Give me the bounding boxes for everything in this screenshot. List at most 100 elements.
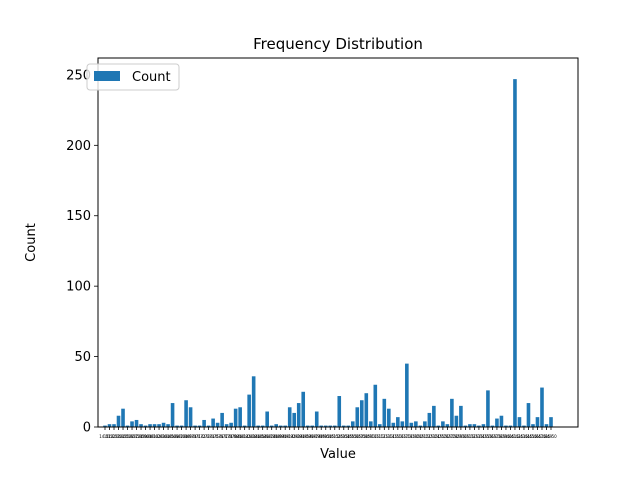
x-tick-label: 14.94	[293, 434, 305, 439]
bar-15.18	[405, 363, 409, 427]
bar-15.34	[477, 425, 481, 427]
x-tick-label: 15.13	[379, 434, 391, 439]
x-tick-label: 15.43	[514, 434, 526, 439]
x-tick-label: 15.24	[428, 434, 440, 439]
x-tick-label: 15.30	[455, 434, 467, 439]
x-tick-label: 15.11	[370, 434, 382, 439]
bar-14.80	[233, 408, 238, 427]
bar-15.33	[472, 424, 477, 427]
x-tick-label: 14.89	[270, 434, 282, 439]
bar-14.52	[107, 424, 112, 427]
bar-14.94	[296, 403, 301, 427]
bar-14.69	[184, 400, 188, 427]
x-tick-label: 14.53	[108, 434, 120, 439]
x-tick-label: 14.81	[234, 434, 246, 439]
bar-15.06	[350, 421, 355, 427]
x-tick-label: 14.77	[216, 434, 228, 439]
bar-15.11	[373, 384, 378, 427]
bar-15.09	[364, 393, 369, 427]
bar-14.92	[287, 407, 292, 427]
bar-15.47	[535, 417, 540, 427]
x-tick-label: 14.90	[275, 434, 287, 439]
bar-14.61	[148, 424, 152, 427]
x-tick-label: 14.52	[104, 434, 116, 439]
x-tick-label: 15.50	[545, 434, 557, 439]
x-tick-label: 15.32	[464, 434, 476, 439]
bar-15.41	[508, 425, 513, 427]
x-tick-label: 14.93	[288, 434, 300, 439]
bar-15.00	[323, 425, 328, 427]
x-tick-label: 15.37	[487, 434, 499, 439]
bar-14.53	[112, 424, 116, 427]
bar-14.72	[197, 425, 202, 427]
x-tick-label: 15.10	[365, 434, 377, 439]
x-tick-label: 14.54	[113, 434, 125, 439]
bar-15.25	[436, 425, 441, 427]
bar-15.29	[454, 415, 459, 427]
bar-14.51	[103, 425, 107, 427]
bar-14.75	[211, 418, 215, 427]
bar-14.77	[220, 412, 224, 427]
x-tick-label: 14.59	[135, 434, 147, 439]
bar-15.37	[490, 425, 495, 427]
x-tick-label: 15.14	[383, 434, 395, 439]
y-tick-label: 150	[66, 209, 91, 224]
bar-15.14	[387, 408, 391, 427]
x-tick-label: 14.69	[180, 434, 192, 439]
bar-15.28	[450, 398, 454, 427]
bar-14.67	[175, 425, 179, 427]
y-tick-label: 200	[66, 139, 91, 154]
x-tick-label: 15.35	[478, 434, 490, 439]
x-tick-label: 15.47	[532, 434, 544, 439]
x-tick-label: 14.91	[279, 434, 291, 439]
x-tick-label: 15.01	[325, 434, 337, 439]
x-tick-label: 15.08	[356, 434, 368, 439]
chart-title: Frequency Distribution	[253, 35, 423, 53]
bar-14.66	[170, 403, 175, 427]
bar-14.59	[139, 424, 143, 427]
x-tick-label: 14.72	[194, 434, 206, 439]
x-tick-label: 15.38	[491, 434, 503, 439]
bar-15.13	[382, 398, 387, 427]
bar-15.08	[359, 400, 364, 427]
bar-15.10	[369, 421, 373, 427]
bar-15.44	[522, 425, 526, 427]
bar-15.19	[409, 422, 414, 427]
x-tick-label: 14.71	[189, 434, 201, 439]
x-tick-label: 14.58	[131, 434, 143, 439]
x-tick-label: 15.17	[397, 434, 409, 439]
bar-15.17	[400, 421, 405, 427]
x-tick-label: 14.56	[122, 434, 134, 439]
bar-15.42	[513, 79, 517, 427]
x-tick-label: 14.85	[252, 434, 264, 439]
bar-15.01	[328, 425, 333, 427]
x-tick-label: 14.64	[158, 434, 170, 439]
bar-15.36	[486, 390, 490, 427]
x-tick-label: 15.00	[320, 434, 332, 439]
bar-15.04	[341, 425, 346, 427]
x-tick-label: 14.75	[207, 434, 219, 439]
x-tick-label: 15.25	[433, 434, 445, 439]
x-tick-label: 15.45	[523, 434, 535, 439]
bar-14.76	[215, 422, 220, 427]
x-tick-label: 14.78	[221, 434, 233, 439]
bar-14.60	[143, 425, 148, 427]
bar-15.24	[432, 405, 436, 427]
bar-14.54	[116, 415, 121, 427]
x-tick-label: 14.95	[297, 434, 309, 439]
bar-14.63	[157, 424, 161, 427]
legend-swatch-count	[94, 71, 120, 81]
y-tick-label: 50	[74, 350, 91, 365]
bar-15.07	[355, 407, 360, 427]
bar-14.97	[310, 425, 315, 427]
x-tick-label: 15.48	[536, 434, 548, 439]
x-tick-label: 14.63	[153, 434, 165, 439]
x-tick-label: 15.44	[518, 434, 530, 439]
bars-group	[103, 79, 553, 427]
x-tick-label: 14.61	[144, 434, 156, 439]
bar-15.48	[540, 387, 544, 427]
bar-14.95	[301, 391, 306, 427]
x-tick-label: 14.65	[162, 434, 174, 439]
legend-box	[86, 63, 180, 91]
bar-14.65	[166, 424, 170, 427]
